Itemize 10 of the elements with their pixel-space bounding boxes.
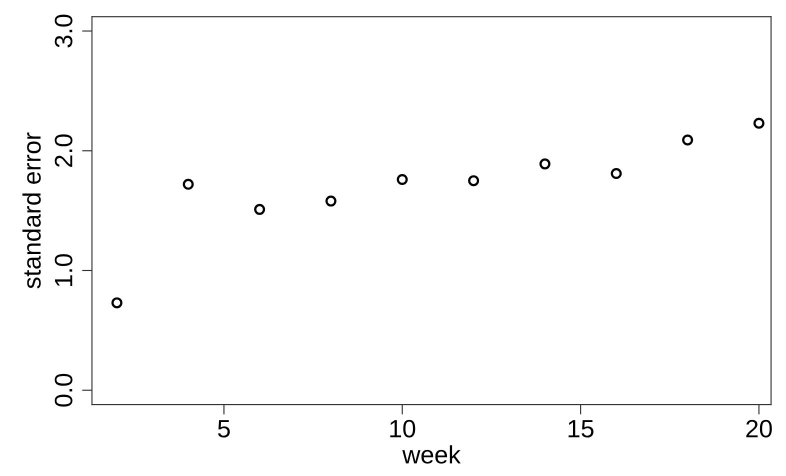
- y-tick-label: 1.0: [54, 254, 72, 286]
- x-tick-label: 15: [568, 420, 594, 438]
- x-tick-label: 20: [746, 420, 772, 438]
- y-axis-title: standard error: [22, 132, 41, 288]
- x-tick-label: 10: [390, 420, 416, 438]
- y-tick-label: 3.0: [54, 14, 72, 48]
- y-tick-label: 2.0: [54, 134, 72, 167]
- x-tick-label: 5: [218, 420, 230, 438]
- y-tick-label: 0.0: [54, 374, 72, 407]
- x-axis-title: week: [402, 445, 461, 464]
